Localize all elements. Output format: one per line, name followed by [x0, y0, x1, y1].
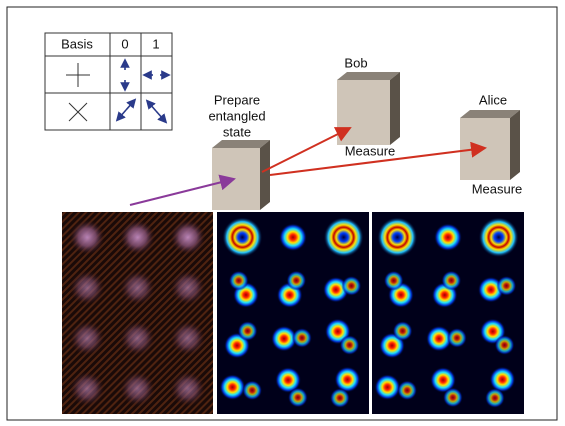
table-header: Basis: [61, 36, 93, 51]
mode-lobe: [443, 387, 463, 407]
bob-measure-label: Measure: [345, 143, 396, 158]
mode-ring: [479, 217, 519, 257]
mode-blob: [69, 320, 105, 356]
mode-blob: [120, 320, 156, 356]
mode-lobe: [229, 271, 249, 291]
mode-ring: [324, 217, 364, 257]
mode-lobe: [496, 276, 516, 296]
basis-symbols: [66, 63, 166, 121]
mode-lobe: [447, 328, 467, 348]
mode-blob: [69, 371, 105, 407]
mode-ring: [222, 217, 262, 257]
source-box: [212, 140, 270, 210]
mode-blob: [120, 371, 156, 407]
mode-ring: [279, 223, 307, 251]
mode-blob: [120, 270, 156, 306]
mode-lobe: [393, 321, 413, 341]
figure: Basis 0 1 Prepare entangled state Bob Me…: [0, 0, 565, 426]
mode-lobe: [219, 374, 245, 400]
mode-blob: [170, 371, 206, 407]
source-label: state: [223, 124, 251, 139]
mode-ring: [377, 217, 417, 257]
mode-lobe: [340, 335, 360, 355]
mode-lobe: [441, 270, 461, 290]
source-label: entangled: [208, 108, 265, 123]
mode-lobe: [286, 270, 306, 290]
mode-lobe: [397, 380, 417, 400]
mode-lobe: [384, 271, 404, 291]
mode-lobe: [288, 387, 308, 407]
mode-lobe: [485, 388, 505, 408]
alice-box: [460, 110, 520, 180]
bob-arrow: [262, 128, 350, 172]
table-header: 1: [152, 36, 159, 51]
table-header: 0: [121, 36, 128, 51]
source-label: Prepare: [214, 92, 260, 107]
alice-label: Alice: [479, 92, 507, 107]
mode-blob: [69, 270, 105, 306]
bob-label: Bob: [344, 55, 367, 70]
mode-ring: [434, 223, 462, 251]
mode-blob: [170, 320, 206, 356]
mode-lobe: [292, 328, 312, 348]
mode-blob: [69, 219, 105, 255]
mode-blob: [170, 270, 206, 306]
mode-blob: [120, 219, 156, 255]
mode-lobe: [495, 335, 515, 355]
mode-lobe: [330, 388, 350, 408]
alice-measure-label: Measure: [472, 181, 523, 196]
mode-lobe: [374, 374, 400, 400]
mode-images: [62, 212, 524, 414]
mode-blob: [170, 219, 206, 255]
mode-lobe: [341, 276, 361, 296]
mode-lobe: [238, 321, 258, 341]
bob-box: [337, 72, 400, 145]
mode-lobe: [242, 380, 262, 400]
